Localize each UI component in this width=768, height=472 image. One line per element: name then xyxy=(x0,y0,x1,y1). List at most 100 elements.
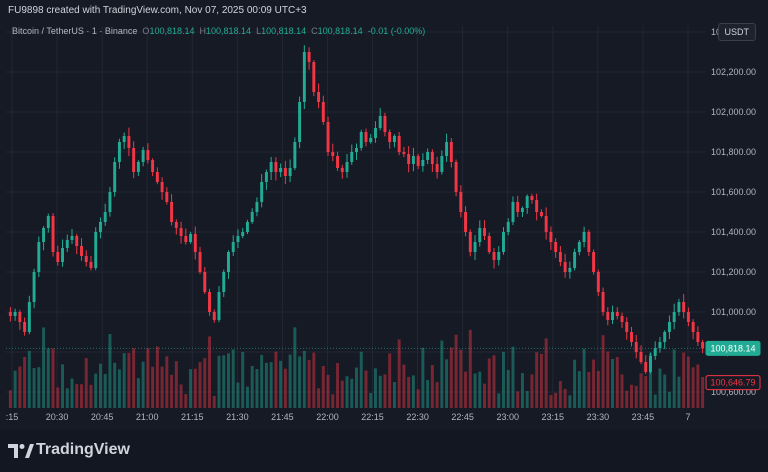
volume-bar xyxy=(212,395,216,408)
volume-bar xyxy=(23,356,27,408)
volume-bar xyxy=(611,359,615,408)
candle-body xyxy=(634,342,638,352)
volume-bar xyxy=(587,371,591,408)
volume-bar xyxy=(236,382,240,408)
volume-bar xyxy=(321,365,325,408)
candle-body xyxy=(255,202,259,212)
volume-bar xyxy=(51,348,55,408)
volume-bar xyxy=(701,376,705,408)
candle-body xyxy=(293,142,297,168)
volume-bar xyxy=(293,327,297,408)
candle-body xyxy=(639,352,643,362)
y-tick-label: 101,600.00 xyxy=(711,187,756,197)
candle-body xyxy=(525,196,529,208)
volume-bar xyxy=(364,370,368,408)
volume-bar xyxy=(539,353,543,408)
candle-body xyxy=(601,292,605,312)
volume-bar xyxy=(478,371,482,408)
candle-body xyxy=(179,228,183,236)
volume-bar xyxy=(601,335,605,408)
volume-bar xyxy=(18,366,22,408)
currency-button[interactable]: USDT xyxy=(717,23,756,41)
volume-bar xyxy=(288,354,292,408)
candle-body xyxy=(582,232,586,242)
candle-body xyxy=(141,150,145,162)
change-value: -0.01 (-0.00%) xyxy=(367,26,426,36)
x-tick-label: 21:45 xyxy=(271,412,294,422)
volume-bar xyxy=(75,384,79,408)
candle-body xyxy=(269,162,273,172)
volume-bar xyxy=(32,368,36,408)
volume-bar xyxy=(563,388,567,408)
volume-bar xyxy=(473,373,477,408)
volume-bar xyxy=(70,378,74,408)
volume-bar xyxy=(483,383,486,408)
volume-bar xyxy=(203,358,207,408)
volume-bar xyxy=(245,386,249,408)
candle-body xyxy=(160,182,164,192)
candle-body xyxy=(539,212,543,216)
last-price-tag-box xyxy=(705,340,761,356)
volume-bar xyxy=(407,376,411,408)
candle-body xyxy=(530,196,534,200)
high-label: H xyxy=(199,26,207,36)
candle-body xyxy=(56,252,60,262)
volume-bar xyxy=(345,376,349,408)
volume-bar xyxy=(174,361,178,408)
ohlc-legend: Bitcoin / TetherUS · 1 · Binance O100,81… xyxy=(12,26,425,36)
volume-bar xyxy=(402,364,406,408)
volume-bar xyxy=(46,348,50,408)
candle-body xyxy=(416,156,420,166)
volume-bar xyxy=(160,366,164,408)
candle-body xyxy=(549,232,553,242)
volume-bar xyxy=(307,359,311,408)
volume-bar xyxy=(84,358,88,408)
volume-bar xyxy=(279,360,283,408)
volume-bar xyxy=(596,370,600,408)
header-bar: FU9898 created with TradingView.com, Nov… xyxy=(0,0,768,20)
volume-bar xyxy=(392,382,396,408)
candle-body xyxy=(37,242,41,272)
candle-body xyxy=(558,252,562,262)
candle-body xyxy=(511,202,515,222)
x-tick-label: 22:30 xyxy=(406,412,429,422)
candle-body xyxy=(65,240,69,248)
volume-bar xyxy=(141,361,145,408)
candle-body xyxy=(459,192,463,212)
volume-bar xyxy=(165,356,169,408)
volume-bar xyxy=(535,352,539,408)
volume-bar xyxy=(269,362,273,408)
candle-body xyxy=(435,164,439,172)
candle-body xyxy=(388,132,392,142)
volume-bar xyxy=(193,368,197,408)
volume-bar xyxy=(549,395,553,408)
volume-bar xyxy=(630,384,633,408)
volume-bar xyxy=(411,375,415,408)
candle-body xyxy=(473,242,477,252)
x-tick-label: 23:45 xyxy=(632,412,655,422)
candle-body xyxy=(383,116,387,132)
volume-bar xyxy=(696,364,700,408)
volume-bar xyxy=(108,334,112,408)
candle-body xyxy=(274,162,278,172)
x-tick-label: 23:00 xyxy=(496,412,519,422)
open-label: O xyxy=(142,26,150,36)
candlestick-chart[interactable]: 102,400.00102,200.00102,000.00101,800.00… xyxy=(0,20,768,430)
volume-bar xyxy=(98,363,102,408)
volume-bar xyxy=(37,367,41,408)
y-tick-label: 101,800.00 xyxy=(711,147,756,157)
candle-body xyxy=(122,136,126,142)
volume-bar xyxy=(274,351,278,408)
x-tick-label: 20:30 xyxy=(46,412,69,422)
volume-bar xyxy=(117,369,121,408)
volume-bar xyxy=(94,373,98,408)
volume-bar xyxy=(264,362,268,408)
candle-body xyxy=(174,222,178,228)
candle-body xyxy=(84,256,88,262)
candle-body xyxy=(317,92,321,102)
candle-body xyxy=(127,136,131,148)
volume-bar xyxy=(89,384,93,408)
chart-area[interactable]: 102,400.00102,200.00102,000.00101,800.00… xyxy=(0,20,768,430)
volume-bar xyxy=(231,349,235,408)
candle-body xyxy=(260,182,264,202)
